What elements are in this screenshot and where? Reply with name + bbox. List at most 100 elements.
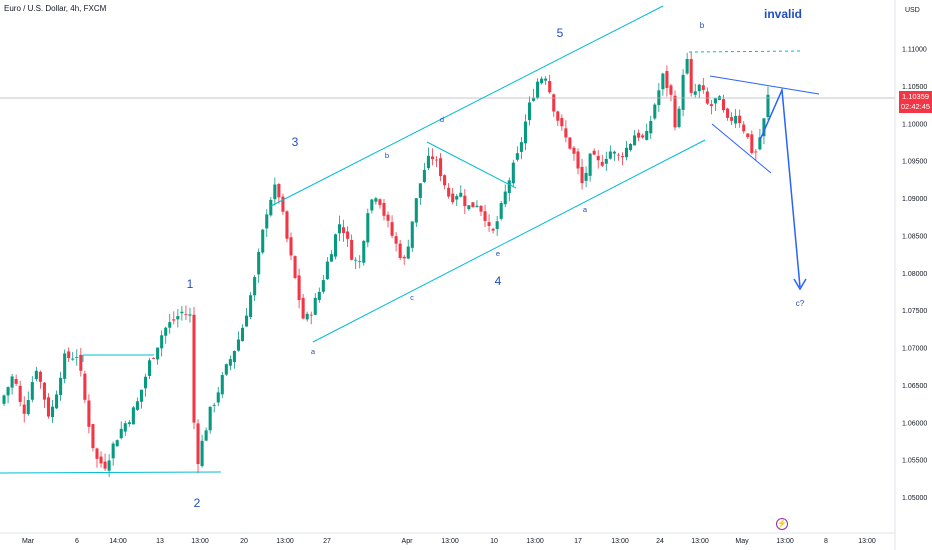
candle-body xyxy=(414,198,418,223)
candle-body xyxy=(257,251,261,275)
candle-body xyxy=(721,99,726,111)
candle-body xyxy=(30,382,34,400)
candle-body xyxy=(556,111,560,121)
y-tick-label: 1.05000 xyxy=(902,495,927,502)
candle-body xyxy=(168,322,172,328)
candle-body xyxy=(184,314,188,316)
y-axis-currency: USD xyxy=(905,7,920,14)
candle-body xyxy=(439,158,443,176)
candle-body xyxy=(180,311,184,314)
candle-body xyxy=(734,115,738,124)
candle-body xyxy=(637,132,641,138)
candle-body xyxy=(685,59,689,74)
candle-body xyxy=(418,183,422,198)
x-tick-label: May xyxy=(735,538,749,545)
candle-body xyxy=(536,81,540,99)
candle-body xyxy=(709,104,713,106)
candle-body xyxy=(358,261,362,263)
candle-body xyxy=(475,205,479,207)
candle-body xyxy=(422,169,426,183)
candle-body xyxy=(584,172,588,181)
candle-body xyxy=(131,407,135,425)
candle-body xyxy=(224,364,228,375)
candle-body xyxy=(115,440,119,447)
x-tick-label: Apr xyxy=(402,538,414,545)
candle-body xyxy=(544,78,548,81)
candle-body xyxy=(503,191,507,205)
candle-body xyxy=(196,423,200,465)
candle-body xyxy=(333,234,338,257)
candle-body xyxy=(592,150,596,155)
candle-body xyxy=(540,78,544,84)
y-tick-label: 1.09000 xyxy=(902,196,927,203)
candle-body xyxy=(624,147,629,158)
candle-body xyxy=(313,297,317,315)
candle-body xyxy=(766,94,770,118)
candle-body xyxy=(18,385,22,402)
candle-body xyxy=(123,423,127,432)
candle-body xyxy=(576,151,580,169)
candle-body xyxy=(87,400,91,427)
candle-body xyxy=(135,401,139,410)
candle-body xyxy=(325,261,329,280)
candle-body xyxy=(673,95,677,128)
x-tick-label: 17 xyxy=(574,538,582,545)
candle-body xyxy=(394,236,398,244)
candle-body xyxy=(10,376,14,388)
candle-body xyxy=(99,456,103,464)
wedge-upper-line xyxy=(709,75,820,95)
candle-body xyxy=(253,277,257,296)
candle-body xyxy=(95,448,99,459)
candle-body xyxy=(34,370,38,380)
candle-body xyxy=(350,239,354,260)
candle-body xyxy=(596,155,600,161)
candle-body xyxy=(337,224,342,234)
invalidation-line xyxy=(688,50,804,53)
candle-body xyxy=(107,460,111,471)
candle-body xyxy=(426,155,430,169)
candle-body xyxy=(6,387,10,396)
candle-body xyxy=(59,377,63,396)
candle-body xyxy=(188,314,192,316)
subwave-a-1: a xyxy=(311,347,316,356)
candle-body xyxy=(499,202,503,219)
candle-body xyxy=(665,71,669,88)
candle-body xyxy=(111,443,115,459)
x-tick-label: 8 xyxy=(824,538,828,545)
candle-body xyxy=(523,121,527,144)
candle-body xyxy=(568,137,572,149)
bar-countdown: 02:42:45 xyxy=(900,102,931,111)
candle-body xyxy=(342,227,346,234)
candle-body xyxy=(580,166,584,184)
candle-body xyxy=(730,117,734,121)
lightning-icon[interactable]: ⚡ xyxy=(776,518,788,530)
candle-body xyxy=(103,461,107,469)
channel-upper-line xyxy=(270,5,664,207)
candle-body xyxy=(653,104,657,119)
subwave-c-1: c xyxy=(410,293,414,302)
candle-body xyxy=(459,192,463,197)
candle-body xyxy=(42,382,46,400)
candle-body xyxy=(220,375,224,395)
candle-body xyxy=(620,156,624,158)
candle-body xyxy=(726,108,730,118)
invalid-label: invalid xyxy=(764,7,802,21)
wave-label-3: 3 xyxy=(292,135,299,149)
candle-body xyxy=(212,404,216,406)
y-tick-label: 1.11000 xyxy=(902,47,927,54)
candle-body xyxy=(329,254,333,262)
candle-body xyxy=(633,135,637,146)
candle-body xyxy=(532,97,536,101)
candle-body xyxy=(164,327,168,336)
candle-body xyxy=(362,240,366,263)
projection-arrowhead xyxy=(793,278,807,291)
candle-body xyxy=(527,102,532,121)
x-tick-label: 13:00 xyxy=(776,538,794,545)
candle-body xyxy=(317,291,321,300)
x-tick-label: 24 xyxy=(656,538,664,545)
candle-body xyxy=(301,297,305,319)
last-price-tag: 1.10359 02:42:45 xyxy=(899,91,932,113)
candle-body xyxy=(204,430,208,441)
y-axis: USD 1.11000 1.10500 1.10000 1.09500 1.09000 1… xyxy=(902,7,927,502)
